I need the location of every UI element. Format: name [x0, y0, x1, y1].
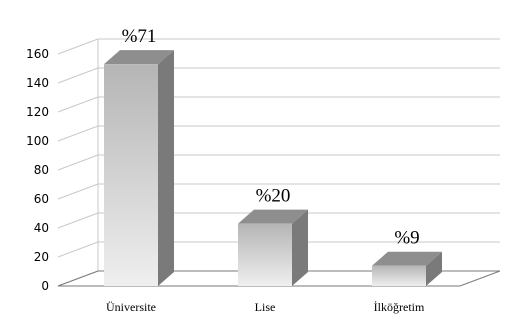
gridline-depth: [57, 125, 99, 142]
gridline-depth: [57, 38, 99, 55]
y-tick-label: 120: [26, 105, 49, 119]
y-tick-label: 20: [34, 250, 49, 264]
y-tick-label: 140: [26, 76, 49, 90]
bar-side: [158, 50, 174, 287]
bar-top: [238, 209, 308, 224]
x-tick-label: İlköğretim: [374, 300, 425, 314]
y-tick-label: 160: [26, 47, 49, 61]
bar: [372, 265, 426, 286]
data-label: %9: [394, 228, 419, 249]
bar: [104, 64, 158, 287]
bar: [238, 223, 292, 286]
labels: 0 20 40 60 80 100 120 140 160 %71 Üniversite %20 Lis…: [26, 26, 425, 314]
y-tick-label: 60: [34, 192, 49, 206]
data-label: %20: [256, 186, 291, 207]
gridline-depth: [57, 183, 99, 200]
bar-side: [426, 251, 442, 286]
bar-top: [372, 251, 442, 266]
y-tick-label: 0: [41, 279, 49, 293]
y-tick-label: 80: [34, 163, 49, 177]
gridline-depth: [57, 96, 99, 113]
x-tick-label: Lise: [255, 300, 276, 314]
gridline-depth: [57, 212, 99, 229]
gridline-depth: [57, 154, 99, 171]
bars: [104, 50, 442, 287]
bar-top: [104, 50, 174, 65]
axes: [57, 39, 501, 287]
y-tick-label: 40: [34, 221, 49, 235]
gridline-depth: [57, 67, 99, 84]
data-label: %71: [122, 26, 157, 47]
y-tick-label: 100: [26, 134, 49, 148]
bar-side: [292, 209, 308, 286]
floor: [57, 270, 501, 287]
gridline-depth: [57, 241, 99, 258]
x-tick-label: Üniversite: [106, 300, 156, 314]
